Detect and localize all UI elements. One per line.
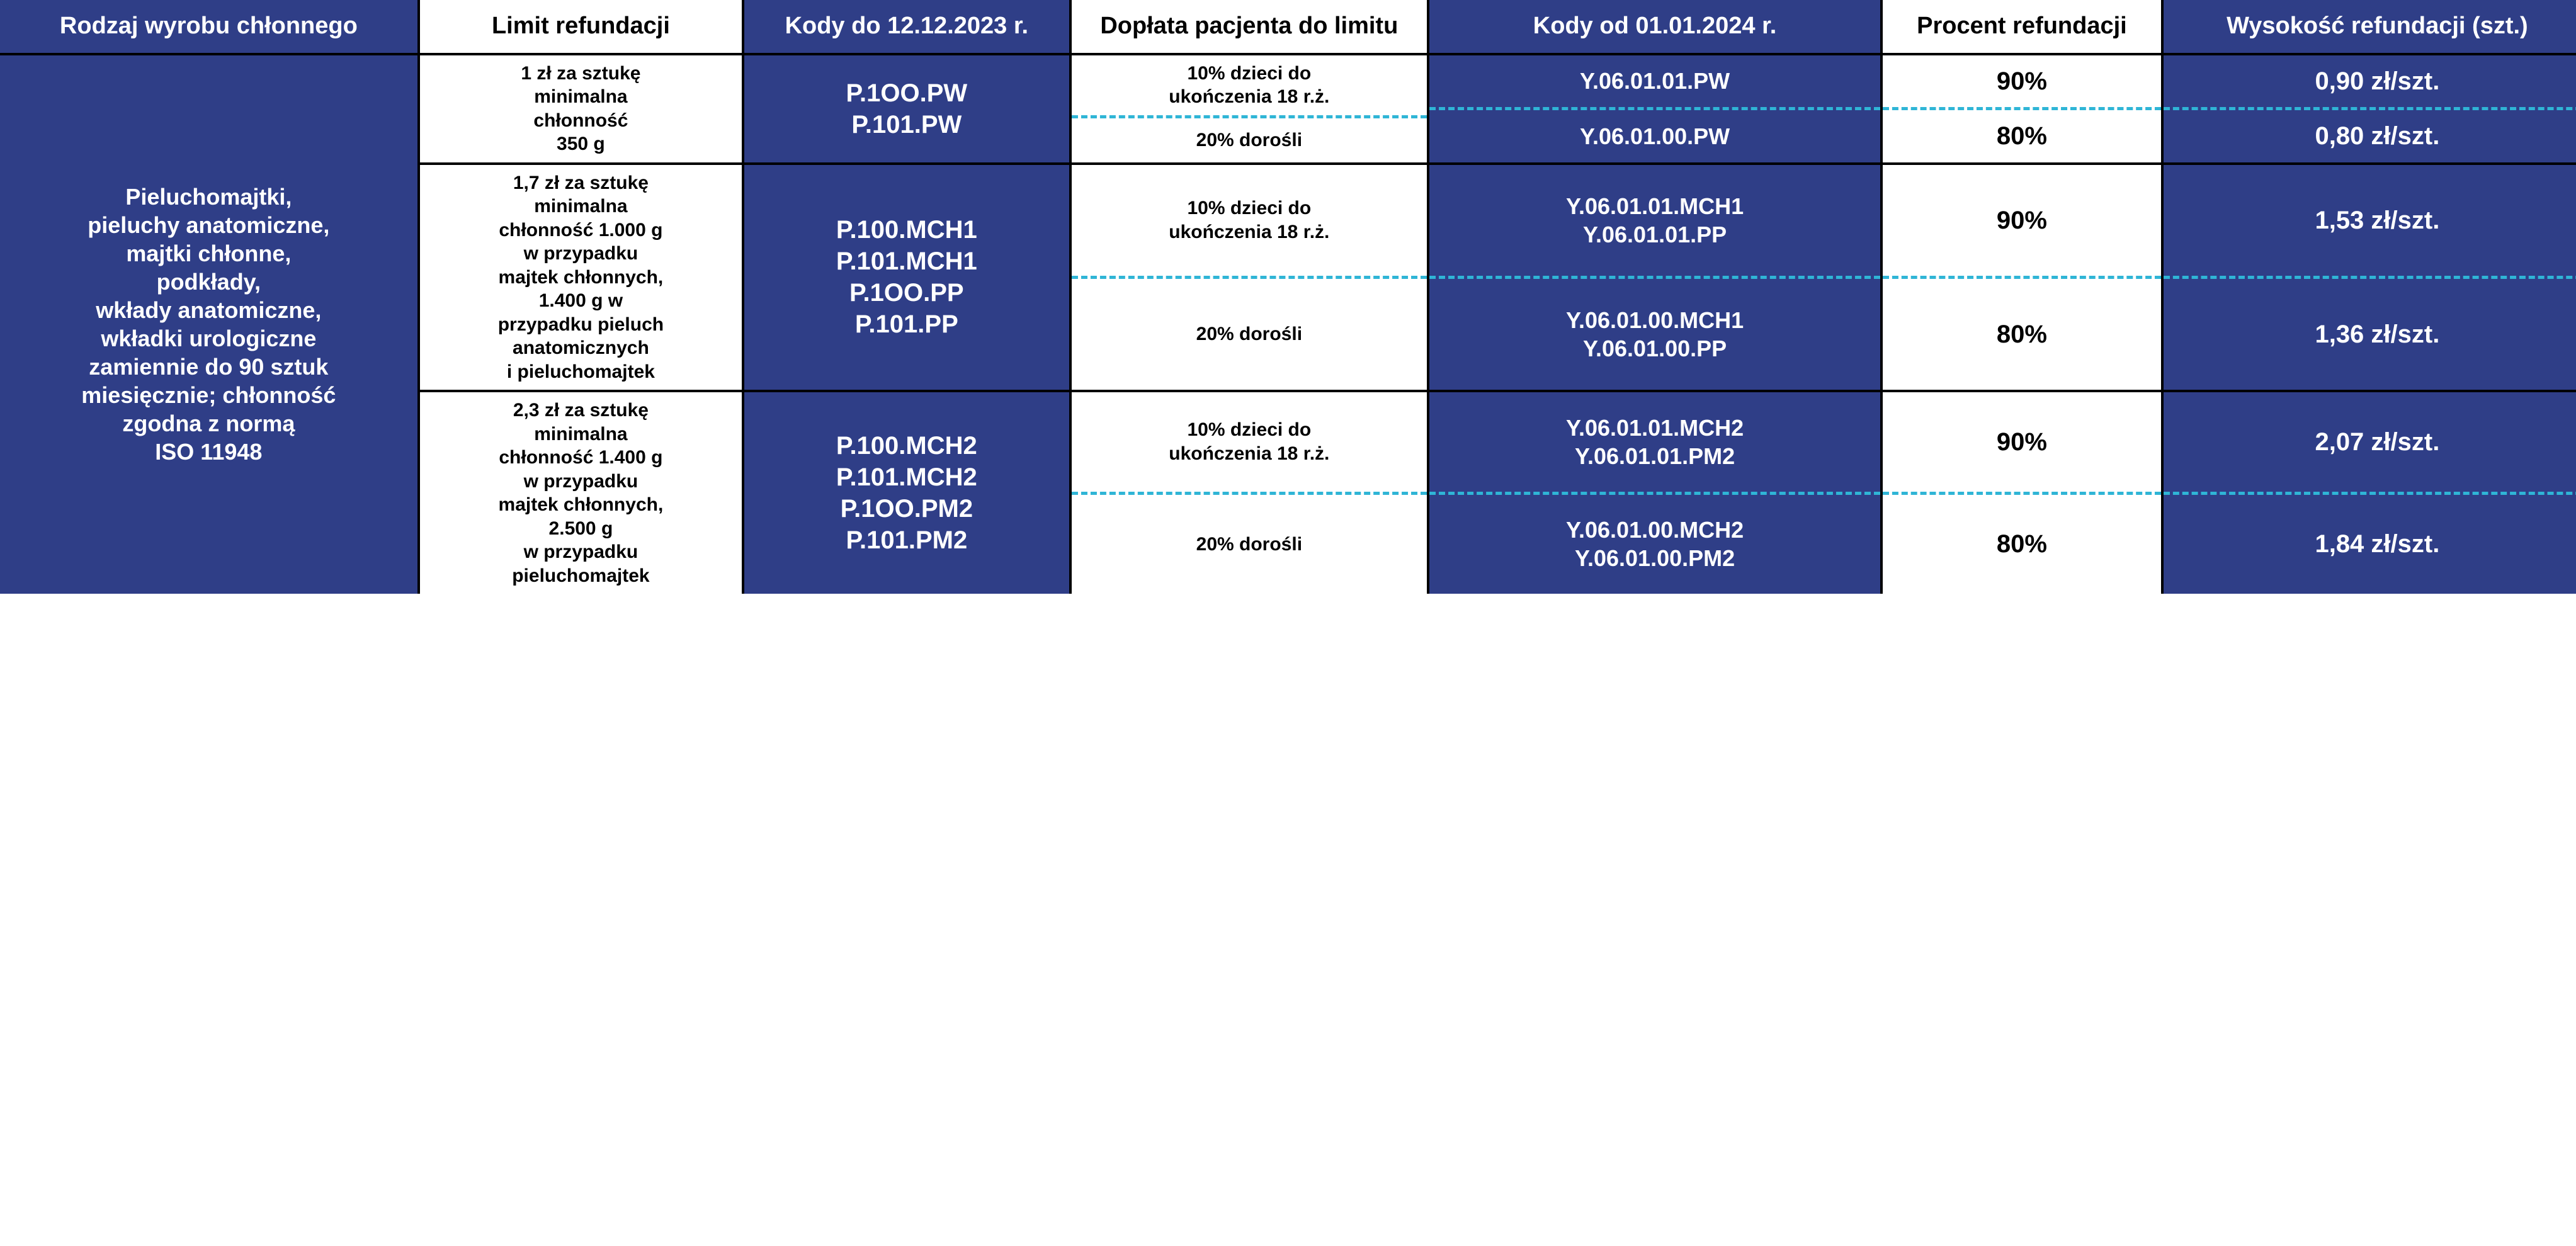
percent-row-0-sub-1: 80% [1883,110,2161,162]
header-col-4: Dopłata pacjenta do limitu [1072,0,1427,53]
codes-new-row-2-sub-0: Y.06.01.01.MCH2 Y.06.01.01.PM2 [1429,392,1880,492]
limit-row-1: 1,7 zł za sztukę minimalna chłonność 1.0… [420,165,742,390]
doplata-row-0-sub-1: 20% dorośli [1072,118,1427,162]
percent-row-2: 90% 80% [1883,392,2161,594]
doplata-row-1-sub-0: 10% dzieci do ukończenia 18 r.ż. [1072,165,1427,276]
codes-old-row-0: P.1OO.PW P.101.PW [744,55,1069,162]
product-type-cell: Pieluchomajtki, pieluchy anatomiczne, ma… [0,55,417,594]
limit-row-0: 1 zł za sztukę minimalna chłonność 350 g [420,55,742,162]
amount-row-0-sub-1: 0,80 zł/szt. [2164,110,2576,162]
doplata-row-2-sub-0: 10% dzieci do ukończenia 18 r.ż. [1072,392,1427,492]
header-col-5: Kody od 01.01.2024 r. [1429,0,1880,53]
header-col-1: Rodzaj wyrobu chłonnego [0,0,417,53]
doplata-row-1-sub-1: 20% dorośli [1072,279,1427,390]
percent-row-1-sub-0: 90% [1883,165,2161,276]
codes-new-row-1-sub-0: Y.06.01.01.MCH1 Y.06.01.01.PP [1429,165,1880,276]
codes-new-row-0: Y.06.01.01.PW Y.06.01.00.PW [1429,55,1880,162]
amount-row-0: 0,90 zł/szt. 0,80 zł/szt. [2164,55,2576,162]
percent-row-1: 90% 80% [1883,165,2161,390]
amount-row-2: 2,07 zł/szt. 1,84 zł/szt. [2164,392,2576,594]
refund-table: Rodzaj wyrobu chłonnego Limit refundacji… [0,0,2576,594]
limit-row-2: 2,3 zł za sztukę minimalna chłonność 1.4… [420,392,742,594]
header-col-3: Kody do 12.12.2023 r. [744,0,1069,53]
codes-new-row-0-sub-0: Y.06.01.01.PW [1429,55,1880,108]
doplata-row-0-sub-0: 10% dzieci do ukończenia 18 r.ż. [1072,55,1427,115]
codes-new-row-2: Y.06.01.01.MCH2 Y.06.01.01.PM2 Y.06.01.0… [1429,392,1880,594]
amount-row-0-sub-0: 0,90 zł/szt. [2164,55,2576,108]
amount-row-2-sub-1: 1,84 zł/szt. [2164,495,2576,594]
amount-row-2-sub-0: 2,07 zł/szt. [2164,392,2576,492]
amount-row-1-sub-1: 1,36 zł/szt. [2164,279,2576,390]
codes-old-row-2: P.100.MCH2 P.101.MCH2 P.1OO.PM2 P.101.PM… [744,392,1069,594]
header-col-2: Limit refundacji [420,0,742,53]
header-col-6: Procent refundacji [1883,0,2161,53]
codes-new-row-2-sub-1: Y.06.01.00.MCH2 Y.06.01.00.PM2 [1429,495,1880,594]
codes-new-row-1-sub-1: Y.06.01.00.MCH1 Y.06.01.00.PP [1429,279,1880,390]
doplata-row-2-sub-1: 20% dorośli [1072,495,1427,594]
doplata-row-2: 10% dzieci do ukończenia 18 r.ż. 20% dor… [1072,392,1427,594]
percent-row-0-sub-0: 90% [1883,55,2161,108]
percent-row-2-sub-0: 90% [1883,392,2161,492]
amount-row-1-sub-0: 1,53 zł/szt. [2164,165,2576,276]
codes-new-row-1: Y.06.01.01.MCH1 Y.06.01.01.PP Y.06.01.00… [1429,165,1880,390]
codes-new-row-0-sub-1: Y.06.01.00.PW [1429,110,1880,162]
codes-old-row-1: P.100.MCH1 P.101.MCH1 P.1OO.PP P.101.PP [744,165,1069,390]
doplata-row-0: 10% dzieci do ukończenia 18 r.ż. 20% dor… [1072,55,1427,162]
percent-row-0: 90% 80% [1883,55,2161,162]
header-col-7: Wysokość refundacji (szt.) [2164,0,2576,53]
doplata-row-1: 10% dzieci do ukończenia 18 r.ż. 20% dor… [1072,165,1427,390]
percent-row-1-sub-1: 80% [1883,279,2161,390]
amount-row-1: 1,53 zł/szt. 1,36 zł/szt. [2164,165,2576,390]
percent-row-2-sub-1: 80% [1883,495,2161,594]
